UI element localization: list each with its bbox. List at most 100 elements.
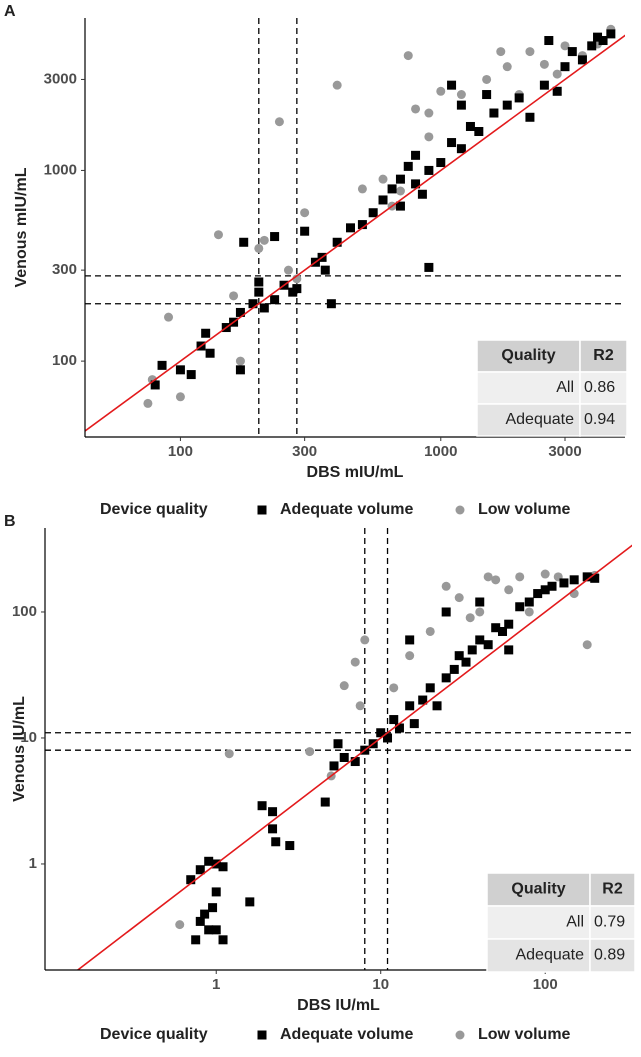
table-text: Adequate — [515, 947, 584, 964]
x-tick-label: 10 — [372, 976, 389, 993]
point — [424, 108, 434, 118]
point — [339, 752, 349, 762]
point — [552, 69, 562, 79]
point — [411, 150, 421, 160]
panel-label: B — [4, 513, 16, 530]
point — [320, 797, 330, 807]
point — [483, 640, 493, 650]
point — [389, 683, 399, 693]
point — [245, 897, 255, 907]
point — [441, 581, 451, 591]
point — [544, 36, 554, 46]
point — [175, 365, 185, 375]
point — [515, 572, 525, 582]
point — [395, 174, 405, 184]
point — [540, 585, 550, 595]
point — [447, 138, 457, 148]
y-tick-label: 100 — [52, 352, 77, 369]
point — [259, 235, 269, 245]
point — [567, 47, 577, 57]
point — [432, 701, 442, 711]
point — [254, 277, 264, 287]
point — [504, 585, 514, 595]
point — [270, 232, 280, 242]
table-cell — [476, 371, 581, 405]
identity-line — [85, 34, 625, 433]
table-header-cell — [589, 872, 636, 907]
point — [355, 701, 365, 711]
point — [143, 398, 153, 408]
point — [333, 739, 343, 749]
x-axis-title: DBS mIU/mL — [307, 464, 404, 481]
x-tick-label: 100 — [533, 976, 558, 993]
point — [326, 299, 336, 309]
point — [405, 635, 415, 645]
point — [211, 887, 221, 897]
legend-title: Device quality — [100, 501, 208, 518]
point — [300, 226, 310, 236]
point — [447, 80, 457, 90]
point — [305, 747, 315, 757]
legend-label: Low volume — [478, 501, 571, 518]
table-text: All — [556, 379, 574, 396]
table-header: Quality — [511, 881, 565, 898]
point — [204, 856, 214, 866]
point — [405, 651, 415, 661]
point — [417, 189, 427, 199]
table-header: R2 — [593, 347, 614, 364]
point — [224, 749, 234, 759]
y-tick-label: 1000 — [44, 161, 77, 178]
point — [200, 909, 210, 919]
point — [577, 55, 587, 65]
point — [441, 673, 451, 683]
point — [213, 230, 223, 240]
point — [590, 573, 600, 583]
point — [378, 195, 388, 205]
point — [405, 701, 415, 711]
table-cell — [476, 403, 581, 437]
point — [482, 90, 492, 100]
point — [454, 593, 464, 603]
point — [502, 62, 512, 72]
x-tick-label: 300 — [292, 443, 317, 460]
point — [482, 74, 492, 84]
point — [587, 41, 597, 51]
point — [504, 619, 514, 629]
point — [186, 370, 196, 380]
table-cell — [589, 938, 636, 973]
point — [395, 201, 405, 211]
point — [524, 607, 534, 617]
point — [360, 635, 370, 645]
table-cell — [579, 403, 628, 437]
point — [475, 597, 485, 607]
point — [525, 112, 535, 122]
point — [593, 32, 603, 42]
point — [329, 761, 339, 771]
point — [436, 86, 446, 96]
point — [339, 681, 349, 691]
point — [268, 807, 278, 817]
point — [394, 723, 404, 733]
panel-label: A — [4, 3, 16, 20]
point — [254, 243, 264, 253]
point — [229, 291, 239, 301]
point — [540, 569, 550, 579]
point — [582, 572, 592, 582]
point — [175, 392, 185, 402]
table-text: 0.86 — [584, 379, 615, 396]
point — [525, 47, 535, 57]
point — [491, 623, 501, 633]
point — [424, 132, 434, 142]
point — [514, 93, 524, 103]
point — [271, 837, 281, 847]
point — [409, 719, 419, 729]
point — [383, 733, 393, 743]
table-header: Quality — [501, 347, 555, 364]
legend-marker — [257, 505, 267, 515]
point — [320, 265, 330, 275]
point — [425, 626, 435, 636]
point — [235, 356, 245, 366]
point — [218, 935, 228, 945]
point — [368, 208, 378, 218]
